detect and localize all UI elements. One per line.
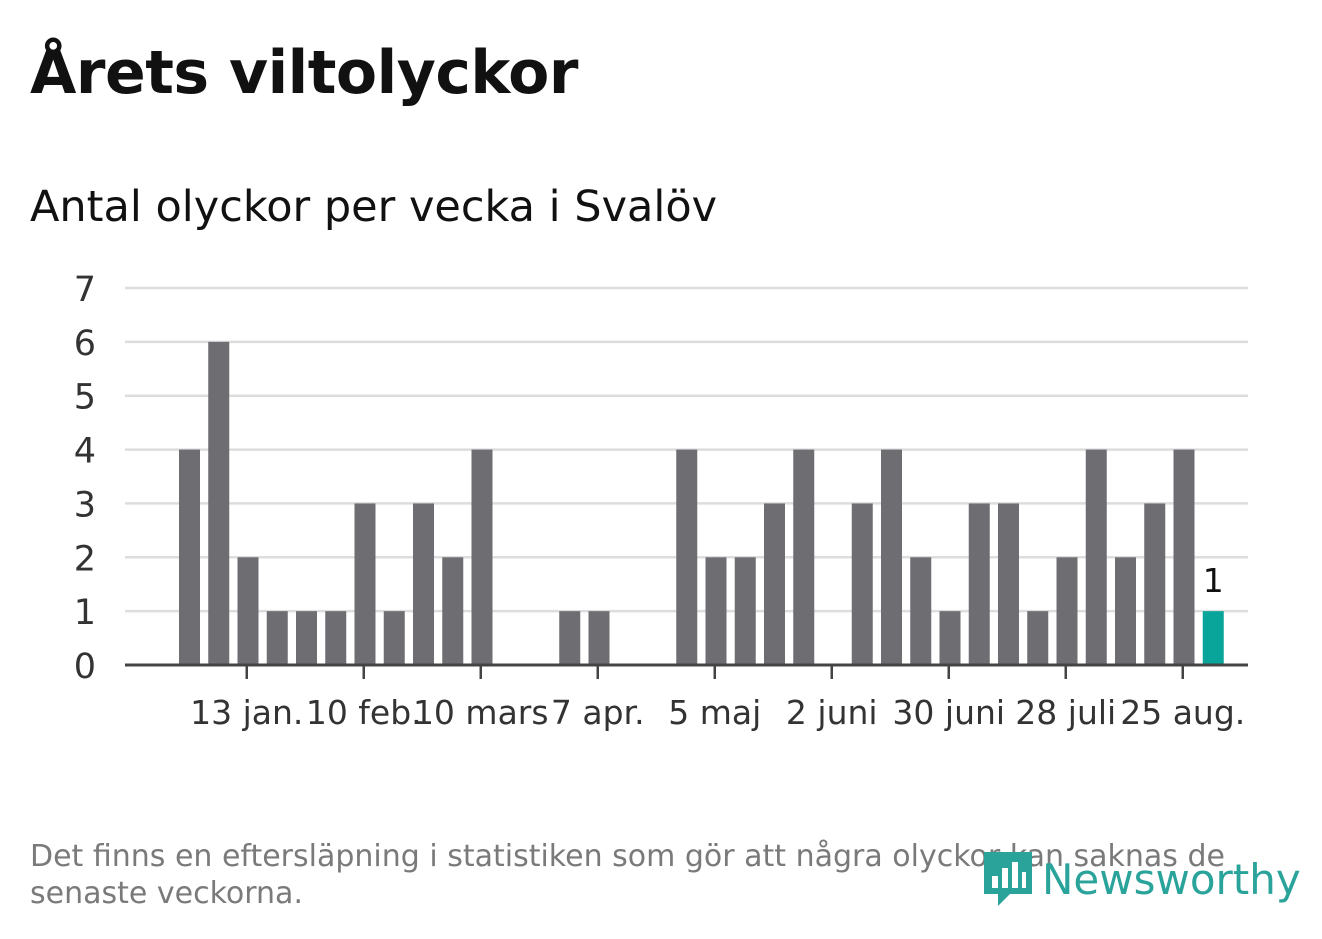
bar [559, 611, 581, 665]
y-tick-label: 3 [74, 485, 96, 525]
bar [1144, 503, 1166, 665]
bar [588, 611, 610, 665]
highlight-bar [1202, 611, 1224, 665]
bar [851, 503, 873, 665]
y-tick-label: 7 [74, 270, 96, 310]
x-tick-label: 7 apr. [551, 693, 645, 732]
x-tick-label: 25 aug. [1120, 693, 1245, 732]
newsworthy-logo: Newsworthy [980, 848, 1301, 910]
bar [179, 449, 200, 665]
x-tick-label: 10 mars [413, 693, 549, 732]
bar [881, 449, 902, 665]
x-axis-tick-labels: 13 jan. 10 feb.10 mars 7 apr. 5 maj 2 juni 30… [190, 693, 1245, 732]
bar [1027, 611, 1049, 665]
x-axis [125, 663, 1248, 679]
bar [413, 503, 434, 665]
y-tick-label: 2 [74, 539, 96, 579]
y-tick-label: 0 [74, 647, 96, 687]
bar [793, 449, 815, 665]
bar [354, 503, 376, 665]
bar [734, 557, 756, 665]
bar [1085, 449, 1107, 665]
bar [968, 503, 990, 665]
bar [1173, 449, 1195, 665]
y-axis-tick-labels: 0 1 2 3 4 5 6 7 [74, 270, 96, 687]
bar [383, 611, 405, 665]
bar [237, 557, 259, 665]
y-tick-label: 1 [74, 593, 96, 633]
y-tick-label: 5 [74, 378, 96, 418]
bar [705, 557, 727, 665]
x-tick-label: 30 juni [892, 693, 1005, 732]
bar [1115, 557, 1136, 665]
bar [325, 611, 347, 665]
x-tick-label: 5 maj [668, 693, 761, 732]
y-tick-label: 4 [74, 432, 96, 472]
y-tick-label: 6 [74, 324, 96, 364]
chart-bubble-icon [984, 852, 1032, 906]
x-tick-label: 2 juni [786, 693, 878, 732]
bar [910, 557, 932, 665]
x-tick-label: 28 juli [1015, 693, 1116, 732]
bar [998, 503, 1019, 665]
data-labels: 1 [1200, 558, 1227, 603]
bar [208, 341, 230, 665]
chart-subtitle: Antal olyckor per vecka i Svalöv [30, 182, 718, 232]
bar [266, 611, 288, 665]
chart-heading: Årets viltolyckor [30, 38, 579, 108]
bar [939, 611, 961, 665]
brand-name: Newsworthy [1042, 854, 1301, 904]
x-tick-label: 10 feb. [306, 693, 422, 732]
bar [442, 557, 464, 665]
bar-chart: 0 1 2 3 4 5 6 7 13 jan. 10 feb.10 mars 7 apr. 5 ma… [74, 270, 1248, 732]
bar [676, 449, 698, 665]
bar [764, 503, 785, 665]
x-tick-label: 13 jan. [190, 693, 303, 732]
bar [1056, 557, 1078, 665]
bars [179, 341, 1224, 665]
bar [296, 611, 317, 665]
bar [471, 449, 493, 665]
data-label: 1 [1203, 561, 1224, 600]
